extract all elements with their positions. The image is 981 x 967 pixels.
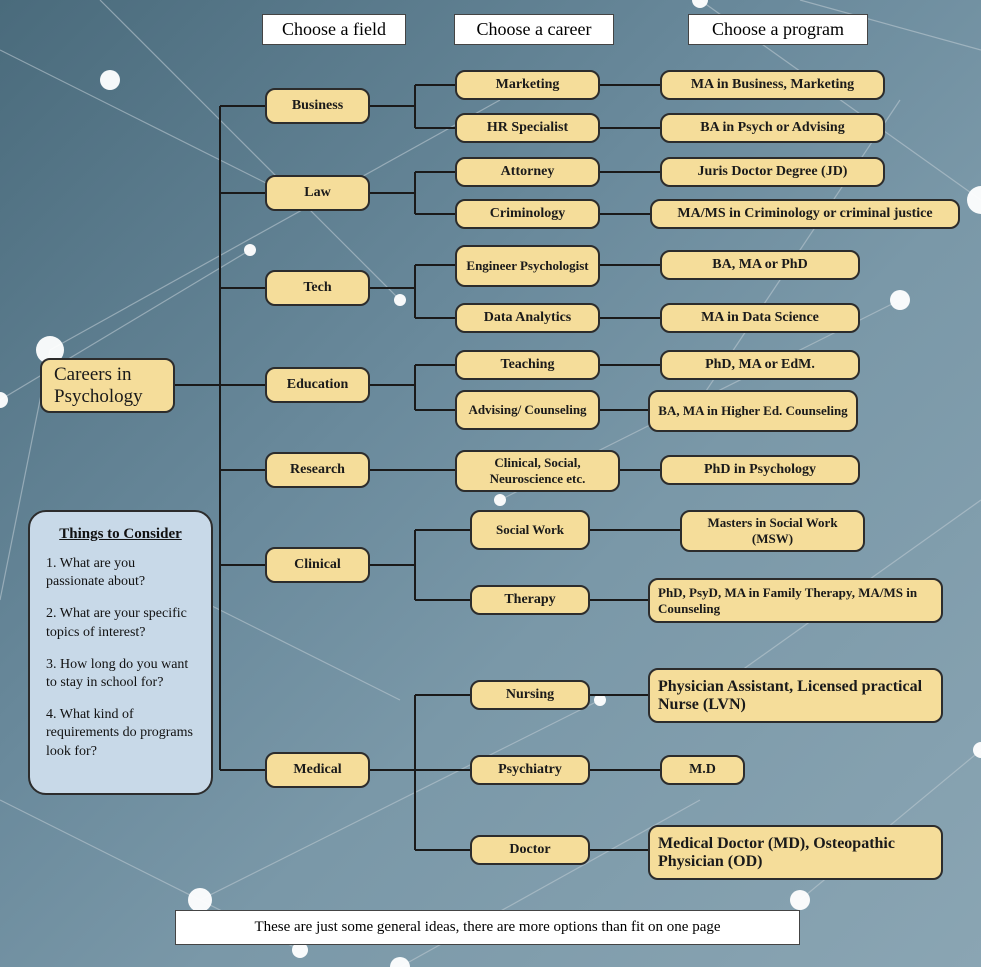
career-engineer: Engineer Psychologist: [455, 245, 600, 287]
program-teaching: PhD, MA or EdM.: [660, 350, 860, 380]
program-dataanalytics: MA in Data Science: [660, 303, 860, 333]
career-hr: HR Specialist: [455, 113, 600, 143]
consider-q4: 4. What kind of requirements do programs…: [46, 706, 195, 761]
career-dataanalytics: Data Analytics: [455, 303, 600, 333]
header-career: Choose a career: [454, 14, 614, 45]
career-socialwork: Social Work: [470, 510, 590, 550]
program-socialwork: Masters in Social Work (MSW): [680, 510, 865, 552]
field-education: Education: [265, 367, 370, 403]
career-nursing: Nursing: [470, 680, 590, 710]
program-attorney: Juris Doctor Degree (JD): [660, 157, 885, 187]
program-advising: BA, MA in Higher Ed. Counseling: [648, 390, 858, 432]
career-doctor: Doctor: [470, 835, 590, 865]
field-medical: Medical: [265, 752, 370, 788]
program-nursing: Physician Assistant, Licensed practical …: [648, 668, 943, 723]
program-doctor: Medical Doctor (MD), Osteopathic Physici…: [648, 825, 943, 880]
consider-q2: 2. What are your specific topics of inte…: [46, 605, 195, 641]
consider-q1: 1. What are you passionate about?: [46, 555, 195, 591]
field-tech: Tech: [265, 270, 370, 306]
consider-box: Things to Consider 1. What are you passi…: [28, 510, 213, 795]
field-law: Law: [265, 175, 370, 211]
footer-note: These are just some general ideas, there…: [175, 910, 800, 945]
consider-q3: 3. How long do you want to stay in schoo…: [46, 656, 195, 692]
field-research: Research: [265, 452, 370, 488]
program-therapy: PhD, PsyD, MA in Family Therapy, MA/MS i…: [648, 578, 943, 623]
program-psychiatry: M.D: [660, 755, 745, 785]
career-teaching: Teaching: [455, 350, 600, 380]
header-field: Choose a field: [262, 14, 406, 45]
career-psychiatry: Psychiatry: [470, 755, 590, 785]
field-clinical: Clinical: [265, 547, 370, 583]
career-marketing: Marketing: [455, 70, 600, 100]
program-criminology: MA/MS in Criminology or criminal justice: [650, 199, 960, 229]
root-node: Careers in Psychology: [40, 358, 175, 413]
career-attorney: Attorney: [455, 157, 600, 187]
program-engineer: BA, MA or PhD: [660, 250, 860, 280]
header-program: Choose a program: [688, 14, 868, 45]
program-research: PhD in Psychology: [660, 455, 860, 485]
program-hr: BA in Psych or Advising: [660, 113, 885, 143]
program-marketing: MA in Business, Marketing: [660, 70, 885, 100]
consider-title: Things to Consider: [46, 526, 195, 543]
career-advising: Advising/ Counseling: [455, 390, 600, 430]
career-clinicalsocial: Clinical, Social, Neuroscience etc.: [455, 450, 620, 492]
career-therapy: Therapy: [470, 585, 590, 615]
field-business: Business: [265, 88, 370, 124]
career-criminology: Criminology: [455, 199, 600, 229]
